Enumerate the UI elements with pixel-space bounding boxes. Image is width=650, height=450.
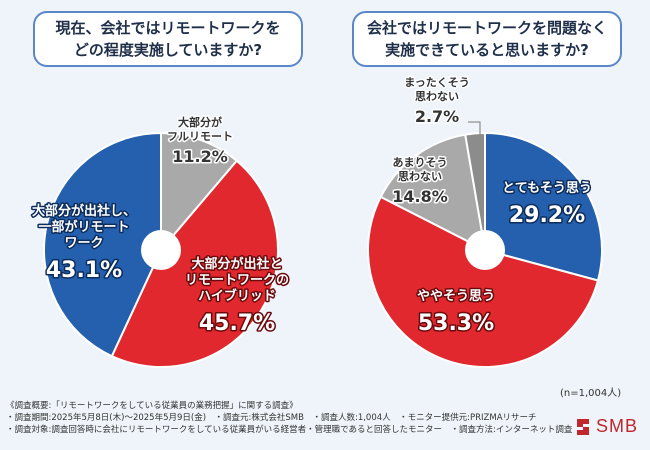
- pie1-value-full-remote: 11.2%: [172, 147, 228, 166]
- pie2-slice-somewhat-agree: [367, 195, 600, 368]
- pie1-slice-hybrid: [110, 159, 279, 368]
- pie2-value-not-at-all: 2.7%: [415, 107, 459, 126]
- survey-footer: 《調査概要:「リモートワークをしている従業員の業務把握」に関する調査》 ・調査期…: [6, 400, 573, 436]
- question-2-text: 会社ではリモートワークを問題なく 実施できていると思いますか?: [366, 19, 607, 59]
- pie2-value-somewhat-agree: 53.3%: [418, 311, 494, 336]
- pie2-label-somewhat-agree: ややそう思う 53.3%: [417, 289, 495, 336]
- smb-logo: SMB: [575, 416, 638, 437]
- logo-text: SMB: [596, 416, 639, 436]
- pie1-label-mostly-office: 大部分が出社し、一部がリモートワーク 43.1%: [32, 203, 136, 283]
- pie2-value-not-really: 14.8%: [392, 187, 448, 206]
- pie2-label-not-at-all: まったくそう思わない 2.7%: [404, 76, 470, 126]
- question-box-2: 会社ではリモートワークを問題なく 実施できていると思いますか?: [352, 11, 622, 67]
- pie2-label-not-really: あまりそう思わない 14.8%: [392, 156, 448, 206]
- footer-line-3: ・調査対象:調査回答時に会社にリモートワークをしている従業員がいる経営者・管理職…: [6, 425, 573, 435]
- pie2-center-hole: [465, 230, 505, 270]
- pie1-value-mostly-office: 43.1%: [46, 258, 122, 283]
- question-box-1: 現在、会社ではリモートワークを どの程度実施していますか?: [33, 11, 303, 67]
- footer-line-1: 《調査概要:「リモートワークをしている従業員の業務把握」に関する調査》: [6, 401, 298, 411]
- pie1-value-hybrid: 45.7%: [199, 311, 275, 336]
- pie1-slice-mostly-office: [43, 131, 162, 358]
- footer-line-2: ・調査期間:2025年5月8日(木)〜2025年5月9日(金) ・調査元:株式会…: [6, 413, 537, 423]
- pie2-label-strongly-agree: とてもそう思う 29.2%: [502, 181, 592, 228]
- pie2-slice-not-really: [379, 133, 487, 252]
- pie2-slice-not-at-all: [464, 131, 486, 251]
- question-1-text: 現在、会社ではリモートワークを どの程度実施していますか?: [55, 19, 281, 59]
- pie1-label-full-remote: 大部分がフルリモート 11.2%: [167, 115, 233, 166]
- pie1-slice-full-remote: [160, 131, 239, 253]
- pie1-label-hybrid: 大部分が出社とリモートワークのハイブリッド 45.7%: [185, 256, 289, 336]
- pie1-center-hole: [141, 230, 181, 270]
- sample-size: (n=1,004人): [560, 388, 622, 399]
- smb-logo-icon: [577, 418, 589, 435]
- pie2-value-strongly-agree: 29.2%: [509, 203, 585, 228]
- pie2-slice-strongly-agree: [484, 131, 603, 282]
- pie2-leader-line: [468, 121, 481, 135]
